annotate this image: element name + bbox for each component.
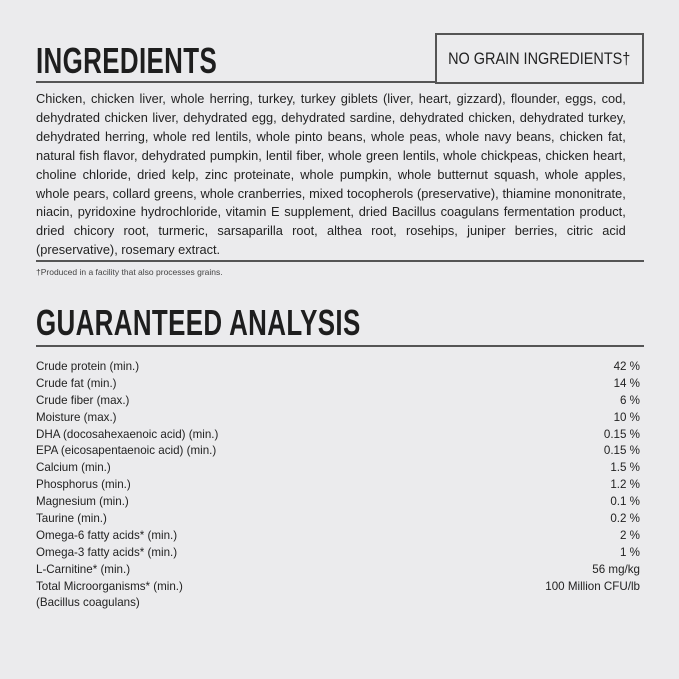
analysis-value: 100 Million CFU/lb xyxy=(545,579,640,593)
analysis-label: Magnesium (min.) xyxy=(36,495,129,509)
analysis-value: 14 % xyxy=(613,376,640,390)
analysis-value: 6 % xyxy=(620,393,640,407)
analysis-label: L-Carnitine* (min.) xyxy=(36,562,131,576)
analysis-value: 0.2 % xyxy=(610,512,640,526)
analysis-label: Crude protein (min.) xyxy=(36,360,140,373)
analysis-row: Crude fat (min.) 14 % xyxy=(36,376,640,393)
ingredients-title-rule xyxy=(36,81,436,83)
analysis-row: Crude fiber (max.) 6 % xyxy=(36,393,640,410)
analysis-row: EPA (eicosapentaenoic acid) (min.) 0.15 % xyxy=(36,443,640,460)
ingredients-bottom-rule xyxy=(36,260,644,262)
analysis-label: Taurine (min.) xyxy=(36,512,107,526)
analysis-label: DHA (docosahexaenoic acid) (min.) xyxy=(36,427,219,441)
analysis-label: Moisture (max.) xyxy=(36,410,117,424)
analysis-row: Calcium (min.) 1.5 % xyxy=(36,460,640,477)
analysis-value: 0.15 % xyxy=(603,444,640,458)
analysis-label: Phosphorus (min.) xyxy=(36,478,131,492)
analysis-row: DHA (docosahexaenoic acid) (min.) 0.15 % xyxy=(36,427,640,444)
analysis-value: 0.15 % xyxy=(603,427,640,441)
ingredients-list: Chicken, chicken liver, whole herring, t… xyxy=(36,91,626,258)
analysis-label: Omega-6 fatty acids* (min.) xyxy=(36,528,178,542)
analysis-row: Moisture (max.) 10 % xyxy=(36,410,640,427)
analysis-label: EPA (eicosapentaenoic acid) (min.) xyxy=(36,444,217,458)
analysis-label: Total Microorganisms* (min.) xyxy=(36,579,183,593)
ingredients-title: INGREDIENTS xyxy=(36,40,218,81)
analysis-label: Crude fiber (max.) xyxy=(36,393,130,407)
grain-footnote: †Produced in a facility that also proces… xyxy=(36,267,223,277)
no-grain-badge: NO GRAIN INGREDIENTS† xyxy=(435,33,644,84)
analysis-row: Taurine (min.) 0.2 % xyxy=(36,511,640,528)
analysis-label: Omega-3 fatty acids* (min.) xyxy=(36,545,178,559)
analysis-value: 1.2 % xyxy=(610,478,640,492)
analysis-row: Crude protein (min.) 42 % xyxy=(36,359,640,376)
analysis-label: Crude fat (min.) xyxy=(36,376,117,390)
analysis-row: Omega-6 fatty acids* (min.) 2 % xyxy=(36,528,640,545)
analysis-value: 42 % xyxy=(613,360,640,373)
analysis-row: Total Microorganisms* (min.) 100 Million … xyxy=(36,579,640,596)
analysis-value: 1 % xyxy=(620,545,640,559)
analysis-row: (Bacillus coagulans) xyxy=(36,595,640,612)
analysis-row: Omega-3 fatty acids* (min.) 1 % xyxy=(36,545,640,562)
analysis-value: 0.1 % xyxy=(610,495,640,509)
no-grain-badge-text: NO GRAIN INGREDIENTS† xyxy=(448,48,631,68)
analysis-label: (Bacillus coagulans) xyxy=(36,596,140,610)
analysis-value: 10 % xyxy=(613,410,640,424)
analysis-row: Magnesium (min.) 0.1 % xyxy=(36,494,640,511)
analysis-row: L-Carnitine* (min.) 56 mg/kg xyxy=(36,562,640,579)
analysis-label: Calcium (min.) xyxy=(36,461,111,475)
analysis-row: Phosphorus (min.) 1.2 % xyxy=(36,477,640,494)
analysis-value: 56 mg/kg xyxy=(592,562,640,576)
analysis-title-rule xyxy=(36,345,644,347)
analysis-title: GUARANTEED ANALYSIS xyxy=(36,302,361,343)
analysis-value: 2 % xyxy=(620,528,640,542)
guaranteed-analysis-table: Crude protein (min.) 42 % Crude fat (min.)… xyxy=(36,359,640,612)
analysis-value: 1.5 % xyxy=(610,461,640,475)
